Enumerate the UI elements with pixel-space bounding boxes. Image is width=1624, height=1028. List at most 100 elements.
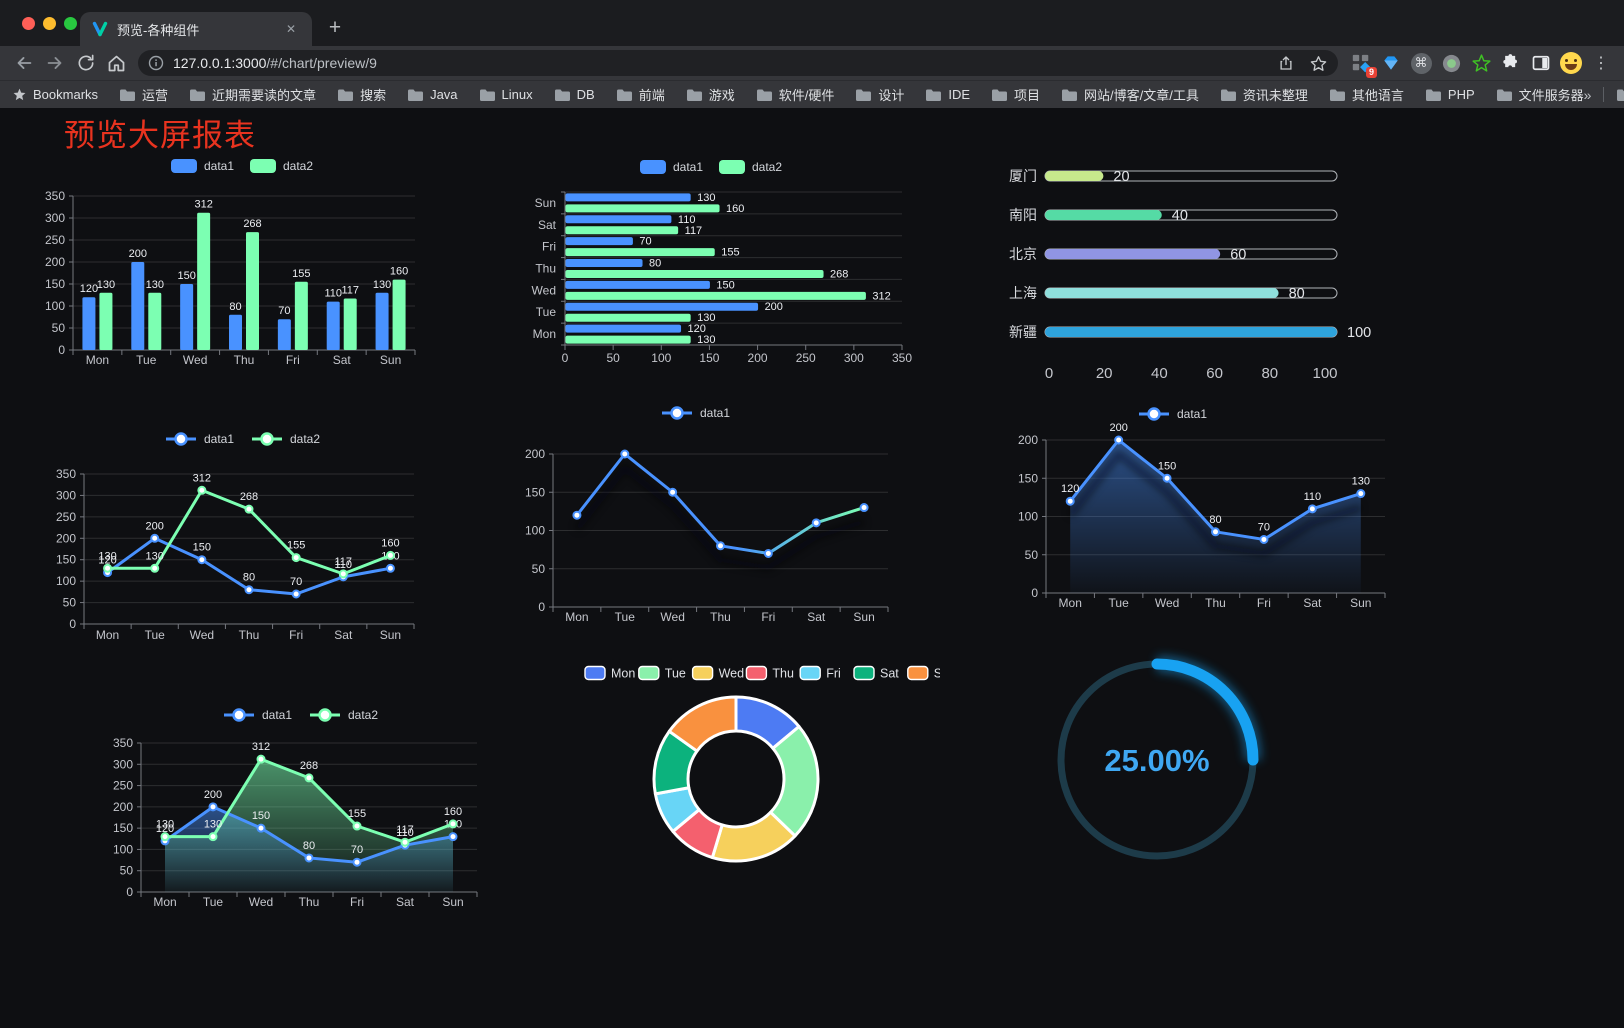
bar-data1-Thu[interactable] <box>565 259 643 267</box>
progress-fill-北京[interactable] <box>1045 249 1221 259</box>
progress-fill-南阳[interactable] <box>1045 210 1162 220</box>
legend-item-data2[interactable]: data2 <box>310 708 378 722</box>
window-close-button[interactable] <box>22 17 35 30</box>
bookmark-star-icon[interactable] <box>1309 54 1328 73</box>
window-minimize-button[interactable] <box>43 17 56 30</box>
svg-text:150: 150 <box>525 485 545 499</box>
bar-data1-Sun[interactable] <box>565 193 691 202</box>
other-bookmarks-folder[interactable]: 其他书签 <box>1616 85 1624 104</box>
reload-button[interactable] <box>70 48 101 78</box>
bookmark-folder[interactable]: 前端 <box>616 85 665 104</box>
tab-close-icon[interactable]: ✕ <box>285 22 296 36</box>
legend-item-Wed[interactable]: Wed <box>691 665 745 681</box>
svg-text:120: 120 <box>80 283 98 295</box>
bookmark-folder[interactable]: IDE <box>925 87 970 102</box>
series-data1[interactable]: 120 200 150 80 70 110 130 <box>80 248 392 350</box>
bookmark-folder[interactable]: Java <box>407 87 458 102</box>
bar-data2-Tue[interactable] <box>565 313 691 322</box>
svg-text:155: 155 <box>287 540 305 552</box>
bar-data2-Fri[interactable] <box>565 248 715 257</box>
legend-item-data1[interactable]: data1 <box>662 406 730 420</box>
bar-data2-Mon[interactable] <box>565 335 691 344</box>
forward-button[interactable] <box>39 48 70 78</box>
puzzle-extensions-button[interactable] <box>1496 48 1526 78</box>
legend-item-Tue[interactable]: Tue <box>638 665 686 681</box>
address-bar[interactable]: 127.0.0.1:3000/#/chart/preview/9 <box>138 50 1338 76</box>
home-button[interactable] <box>101 48 132 78</box>
gem-extension-button[interactable] <box>1376 48 1406 78</box>
bookmark-folder[interactable]: 资讯未整理 <box>1220 85 1308 104</box>
bookmark-folder[interactable]: Linux <box>479 87 533 102</box>
info-icon[interactable] <box>148 55 164 71</box>
legend-item-data1[interactable]: data1 <box>224 708 292 722</box>
svg-text:312: 312 <box>872 290 890 302</box>
progress-fill-新疆[interactable] <box>1045 327 1337 337</box>
bookmark-folder[interactable]: 软件/硬件 <box>756 85 834 104</box>
legend-item-data2[interactable]: data2 <box>252 432 320 446</box>
bookmark-folder[interactable]: 近期需要读的文章 <box>189 85 316 104</box>
bar-data1-Sat[interactable] <box>565 215 672 224</box>
bookmark-folder[interactable]: DB <box>554 87 595 102</box>
legend-item-Mon[interactable]: Mon <box>584 665 635 681</box>
legend-item-data1[interactable]: data1 <box>171 159 234 173</box>
bookmark-folder[interactable]: 项目 <box>991 85 1040 104</box>
window-maximize-button[interactable] <box>64 17 77 30</box>
bar-data2-Wed[interactable] <box>565 291 866 300</box>
bookmark-folder[interactable]: 其他语言 <box>1329 85 1404 104</box>
svg-text:130: 130 <box>97 279 115 291</box>
profile-avatar[interactable] <box>1556 48 1586 78</box>
bookmark-folder[interactable]: 文件服务器 <box>1496 85 1584 104</box>
new-tab-button[interactable]: + <box>328 16 342 39</box>
bookmark-folder[interactable]: 网站/博客/文章/工具 <box>1061 85 1199 104</box>
svg-text:110: 110 <box>678 214 696 226</box>
legend-item-data2[interactable]: data2 <box>250 159 313 173</box>
extension-grid-button[interactable]: 9 <box>1346 48 1377 78</box>
record-extension-button[interactable] <box>1436 48 1466 78</box>
pie-slice-Sun[interactable] <box>667 695 738 753</box>
bar-data1-Wed[interactable] <box>565 280 710 289</box>
legend-item-data2[interactable]: data2 <box>719 160 782 174</box>
bookmark-folder[interactable]: 游戏 <box>686 85 735 104</box>
folder-icon <box>190 89 206 101</box>
svg-text:data1: data1 <box>700 406 730 420</box>
bookmark-folder[interactable]: 设计 <box>855 85 904 104</box>
series-data2[interactable]: 130 130 312 268 155 117 160 <box>97 199 409 350</box>
bar-data2-Sun[interactable] <box>565 204 720 213</box>
progress-fill-上海[interactable] <box>1045 288 1279 298</box>
browser-tab[interactable]: 预览-各种组件 ✕ <box>80 12 312 46</box>
svg-text:20: 20 <box>1113 169 1129 185</box>
series-line-data1[interactable] <box>575 452 866 555</box>
legend-item-Thu[interactable]: Thu <box>745 665 794 681</box>
bookmark-folder[interactable]: 搜索 <box>337 85 386 104</box>
legend-item-Sun[interactable]: Sun <box>907 665 956 681</box>
svg-text:120: 120 <box>1061 483 1079 495</box>
bookmark-folder[interactable]: 运营 <box>119 85 168 104</box>
browser-menu-button[interactable]: ⋮ <box>1586 48 1616 78</box>
legend-item-data1[interactable]: data1 <box>640 160 703 174</box>
bar-data1-Tue[interactable] <box>565 302 759 311</box>
star-extension-button[interactable] <box>1466 48 1496 78</box>
side-panel-icon <box>1532 55 1550 71</box>
svg-text:200: 200 <box>146 520 164 532</box>
legend-item-data1[interactable]: data1 <box>166 432 234 446</box>
bar-data1-Mon[interactable] <box>565 324 682 333</box>
bar-data2-Thu[interactable] <box>565 270 824 278</box>
svg-text:100: 100 <box>525 524 545 538</box>
legend-item-Sat[interactable]: Sat <box>853 665 899 681</box>
bookmarks-overflow-button[interactable]: » <box>1583 86 1592 103</box>
legend-item-data1[interactable]: data1 <box>1139 407 1207 421</box>
bookmarks-root-item[interactable]: Bookmarks <box>12 87 98 102</box>
command-extension-button[interactable]: ⌘ <box>1406 48 1436 78</box>
progress-fill-厦门[interactable] <box>1045 171 1104 181</box>
bar-data1-Fri[interactable] <box>565 237 633 246</box>
share-icon[interactable] <box>1277 54 1295 72</box>
bar-data2-Sat[interactable] <box>565 226 679 235</box>
svg-text:Thu: Thu <box>710 610 731 624</box>
svg-text:Sun: Sun <box>853 610 874 624</box>
back-button[interactable] <box>8 48 39 78</box>
bookmark-folder[interactable]: PHP <box>1425 87 1475 102</box>
legend-item-Fri[interactable]: Fri <box>799 665 841 681</box>
svg-text:0: 0 <box>69 617 76 631</box>
side-panel-button[interactable] <box>1526 48 1556 78</box>
svg-text:155: 155 <box>348 808 366 820</box>
